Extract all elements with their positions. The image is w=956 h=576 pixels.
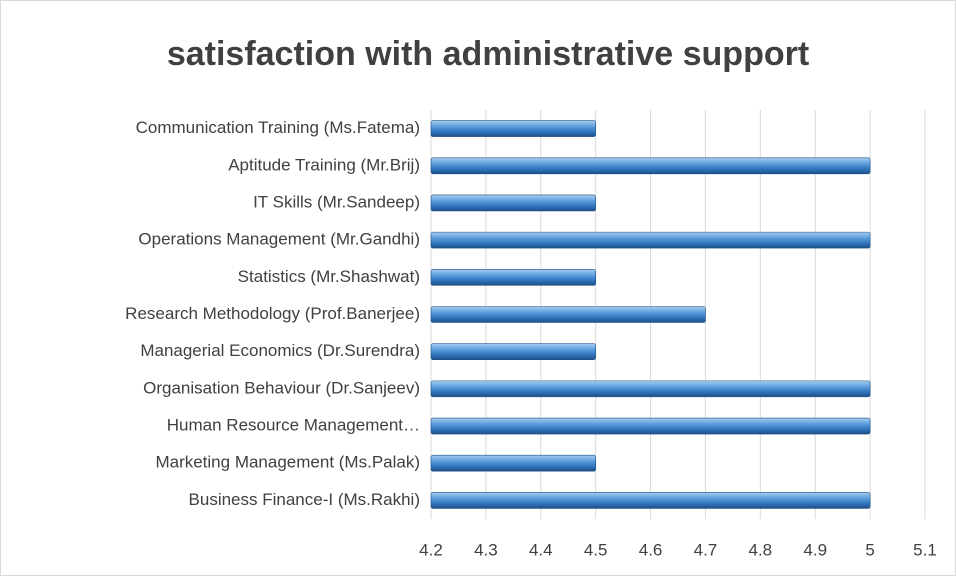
bar	[430, 380, 871, 398]
x-tick-label: 4.2	[419, 540, 443, 559]
bar	[430, 306, 706, 323]
bar	[430, 343, 596, 360]
y-tick-label: IT Skills (Mr.Sandeep)	[253, 192, 420, 211]
x-tick-label: 5.1	[913, 540, 937, 559]
y-tick-label: Marketing Management (Ms.Palak)	[155, 453, 420, 472]
x-tick-label: 4.5	[584, 540, 608, 559]
bar	[430, 454, 596, 472]
bar	[430, 194, 596, 212]
y-tick-label: Communication Training (Ms.Fatema)	[136, 118, 420, 137]
bar	[430, 120, 596, 137]
x-tick-label: 4.4	[529, 540, 553, 559]
y-tick-label: Research Methodology (Prof.Banerjee)	[125, 304, 420, 323]
bar	[430, 157, 871, 175]
bar	[430, 269, 596, 286]
x-tick-label: 4.9	[803, 540, 827, 559]
y-tick-label: Business Finance-I (Ms.Rakhi)	[189, 490, 420, 509]
x-tick-label: 4.7	[694, 540, 718, 559]
y-tick-label: Operations Management (Mr.Gandhi)	[138, 230, 420, 249]
x-tick-label: 5	[865, 540, 874, 559]
x-tick-label: 4.6	[639, 540, 663, 559]
y-tick-label: Organisation Behaviour (Dr.Sanjeev)	[143, 378, 420, 397]
y-tick-label: Statistics (Mr.Shashwat)	[238, 267, 420, 286]
chart-title: satisfaction with administrative support	[167, 35, 809, 73]
y-tick-label: Aptitude Training (Mr.Brij)	[228, 155, 420, 174]
bar	[430, 492, 871, 509]
y-tick-label: Human Resource Management…	[167, 416, 420, 435]
x-tick-label: 4.3	[474, 540, 498, 559]
x-tick-label: 4.8	[749, 540, 773, 559]
bar	[430, 417, 871, 435]
y-tick-label: Managerial Economics (Dr.Surendra)	[140, 341, 420, 360]
bar	[430, 231, 871, 249]
